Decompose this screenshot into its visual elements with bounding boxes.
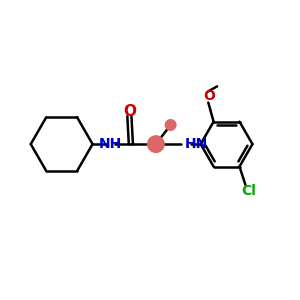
Text: O: O: [203, 89, 215, 103]
Text: HN: HN: [184, 137, 208, 151]
Text: NH: NH: [99, 137, 122, 151]
Circle shape: [165, 120, 176, 130]
Text: O: O: [123, 103, 136, 118]
Circle shape: [148, 136, 164, 152]
Text: Cl: Cl: [241, 184, 256, 198]
